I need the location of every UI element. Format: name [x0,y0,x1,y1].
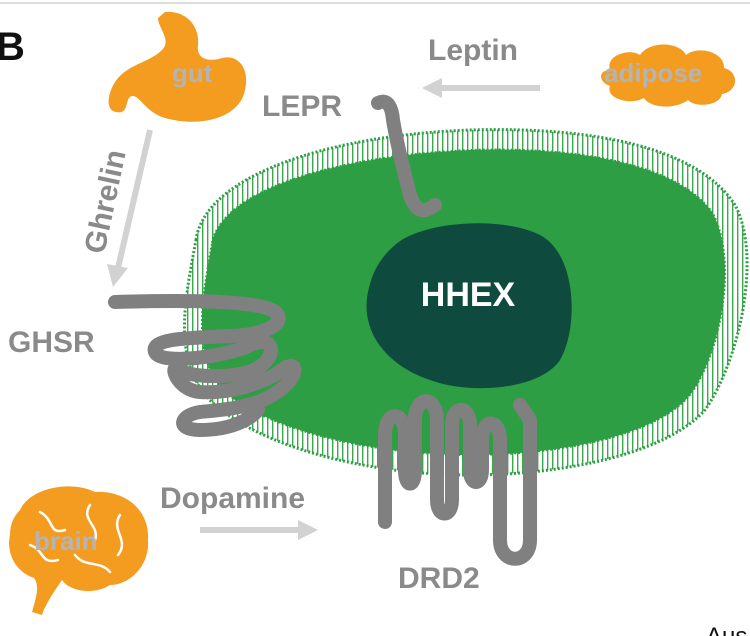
adipose-label: adipose [604,58,702,88]
brain-icon [9,486,149,615]
gut-label: gut [172,58,213,88]
dopamine-arrowhead [298,520,318,540]
ghrelin-arrowhead [107,264,128,287]
nucleus-label: HHEX [421,276,516,314]
corner-text: Aus [706,623,747,636]
panel-label: B [0,25,25,69]
leptin-arrowhead [422,78,442,98]
drd2-label: DRD2 [398,562,480,595]
ghrelin-arrow [115,129,153,269]
gut-icon [108,11,247,122]
leptin-label: Leptin [428,34,518,67]
nucleus [366,223,572,389]
lepr-receptor [371,94,442,218]
brain-label: brain [34,526,98,556]
lepr-label: LEPR [262,90,342,123]
drd2-receptor [378,394,537,566]
adipose-icon [601,44,736,107]
brain-folds [28,503,124,574]
ghsr-label: GHSR [8,326,95,359]
ghsr-receptor [108,293,302,437]
dopamine-label: Dopamine [160,482,305,515]
